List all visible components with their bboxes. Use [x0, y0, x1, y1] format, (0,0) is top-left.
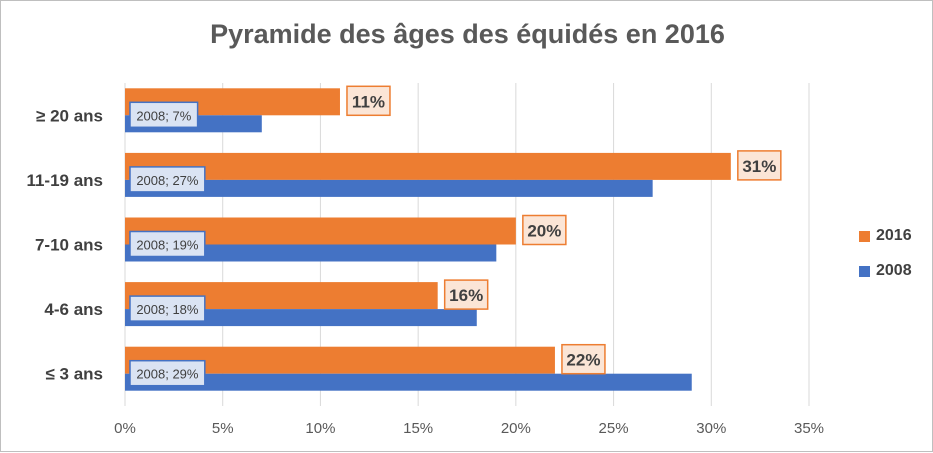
- category-label: 7-10 ans: [35, 236, 103, 255]
- legend-swatch-2016: [859, 230, 870, 242]
- x-tick-label: 20%: [501, 420, 531, 437]
- bar-2008: [125, 309, 477, 327]
- x-tick-label: 10%: [305, 420, 335, 437]
- data-label-2016: 31%: [742, 157, 776, 176]
- x-tick-label: 5%: [212, 420, 234, 437]
- bar-2008: [125, 179, 653, 197]
- legend-label-2008: 2008: [876, 262, 912, 279]
- data-label-box-2008: [129, 230, 206, 258]
- bar-2016: [125, 152, 731, 180]
- data-label-box-2016: [561, 343, 606, 375]
- data-label-box-2008: [129, 359, 206, 387]
- legend-item-2016: 2016: [859, 226, 912, 246]
- data-label-2016: 11%: [352, 92, 385, 111]
- data-label-box-2008: [129, 295, 206, 322]
- data-label-box-2016: [522, 214, 567, 246]
- data-label-2016: 22%: [566, 351, 600, 370]
- data-label-2008: 2008; 27%: [136, 173, 199, 188]
- data-label-box-2008: [129, 166, 206, 193]
- x-tick-label: 25%: [599, 420, 629, 437]
- x-tick-label: 15%: [403, 420, 433, 437]
- data-label-box-2008: [129, 101, 199, 129]
- category-label: 4-6 ans: [44, 300, 103, 319]
- data-label-box-2016: [443, 279, 489, 310]
- bar-2008: [125, 373, 692, 391]
- x-tick-label: 35%: [794, 420, 824, 437]
- chart-title: Pyramide des âges des équidés en 2016: [210, 19, 725, 49]
- data-label-box-2016: [737, 150, 782, 181]
- legend-item-2008: 2008: [859, 261, 912, 281]
- legend-label-2016: 2016: [876, 227, 912, 244]
- data-label-2016: 16%: [449, 286, 483, 305]
- x-tick-label: 0%: [114, 420, 136, 437]
- category-label: ≥ 20 ans: [36, 106, 103, 125]
- x-tick-label: 30%: [696, 420, 726, 437]
- category-label: ≤ 3 ans: [45, 365, 103, 384]
- data-label-box-2016: [346, 85, 391, 117]
- data-label-2008: 2008; 18%: [136, 302, 199, 317]
- data-label-2008: 2008; 29%: [136, 367, 199, 382]
- bar-2008: [125, 244, 497, 262]
- data-label-2016: 20%: [527, 222, 561, 241]
- legend-swatch-2008: [859, 265, 870, 277]
- category-label: 11-19 ans: [26, 171, 103, 190]
- data-label-2008: 2008; 19%: [136, 238, 199, 253]
- data-label-2008: 2008; 7%: [136, 108, 191, 123]
